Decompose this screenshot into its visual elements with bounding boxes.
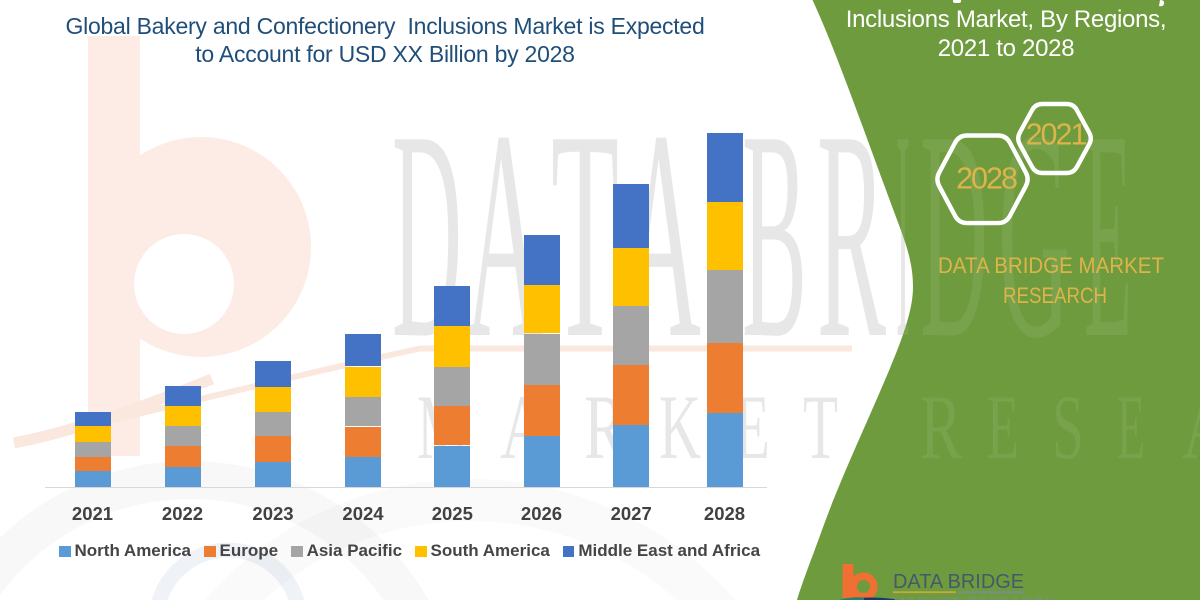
svg-text:DATA BRIDGE MARKET: DATA BRIDGE MARKET [938, 253, 1164, 278]
svg-text:RESEARCH: RESEARCH [1003, 283, 1107, 308]
svg-text:2028: 2028 [956, 162, 1017, 196]
svg-text:2021: 2021 [1026, 118, 1087, 152]
svg-text:DATA BRIDGE: DATA BRIDGE [893, 570, 1024, 593]
svg-text:MARKET RESEARCH: MARKET RESEARCH [894, 595, 1057, 600]
